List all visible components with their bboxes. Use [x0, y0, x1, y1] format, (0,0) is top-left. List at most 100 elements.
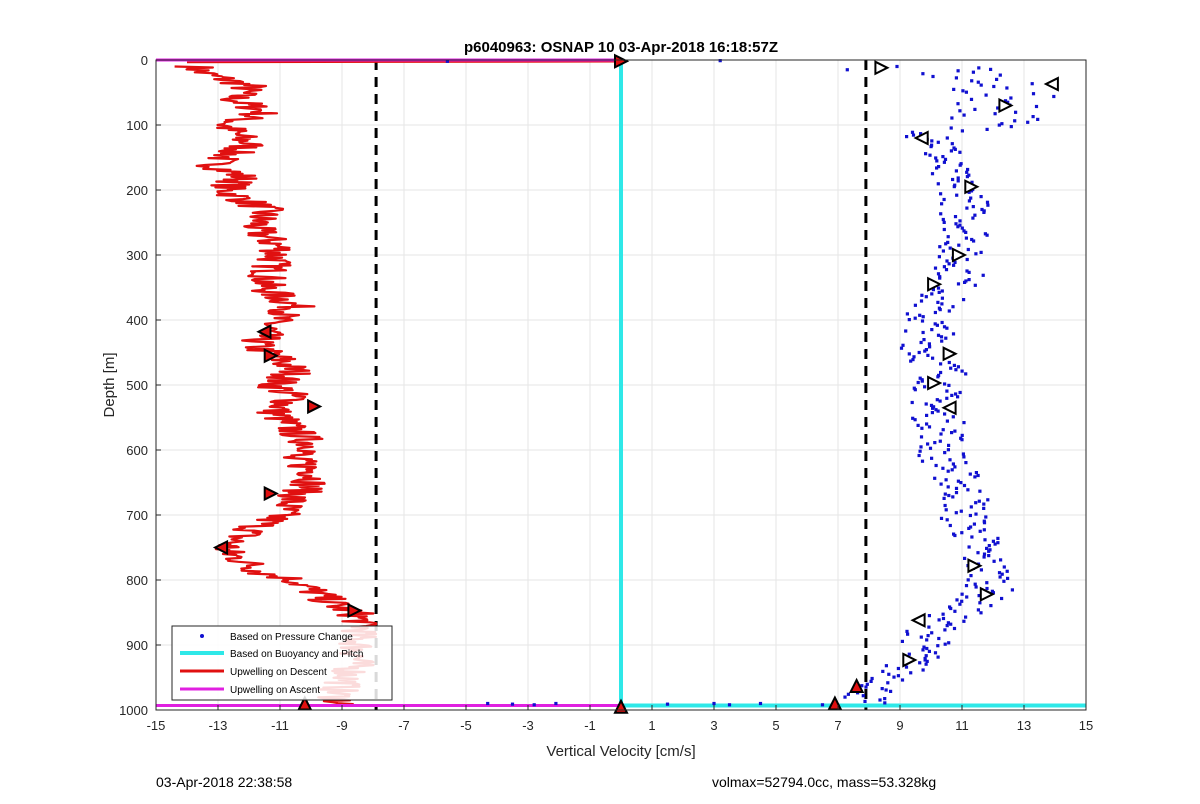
pressure-point	[924, 662, 928, 666]
pressure-point	[985, 200, 990, 204]
pressure-point	[956, 179, 960, 183]
pressure-point	[941, 428, 945, 432]
pressure-point	[944, 336, 948, 340]
pressure-point	[919, 132, 923, 136]
pressure-point	[946, 485, 950, 489]
pressure-point	[943, 382, 947, 386]
descent-marker	[212, 539, 229, 556]
pressure-point	[925, 638, 929, 642]
pressure-point	[911, 416, 915, 420]
pressure-point	[920, 379, 924, 383]
pressure-point	[943, 642, 947, 646]
pressure-marker	[927, 375, 943, 391]
pressure-point	[936, 375, 940, 379]
pressure-point	[947, 360, 951, 365]
pressure-point	[946, 235, 950, 239]
pressure-point	[933, 651, 938, 655]
pressure-point	[930, 292, 934, 296]
pressure-marker	[942, 346, 958, 362]
pressure-point	[940, 296, 944, 300]
pressure-point	[938, 276, 942, 280]
x-tick-label: 9	[896, 718, 903, 733]
pressure-marker	[998, 97, 1014, 114]
pressure-point	[943, 492, 947, 496]
pressure-point	[982, 210, 986, 214]
pressure-point	[950, 468, 954, 472]
pressure-point	[956, 69, 960, 73]
pressure-point	[940, 339, 944, 343]
pressure-point	[820, 703, 825, 707]
pressure-point	[895, 64, 899, 69]
pressure-marker	[902, 652, 918, 668]
pressure-point	[1005, 86, 1009, 90]
pressure-point	[950, 116, 954, 120]
pressure-point	[953, 429, 957, 433]
pressure-point	[973, 582, 977, 586]
pressure-point	[941, 155, 945, 159]
pressure-point	[938, 245, 942, 249]
pressure-point	[554, 701, 558, 706]
pressure-point	[979, 83, 983, 87]
pressure-marker	[941, 400, 957, 416]
pressure-point	[904, 665, 909, 669]
pressure-point	[976, 551, 980, 555]
pressure-point	[947, 309, 951, 313]
pressure-point	[958, 150, 962, 154]
pressure-point	[946, 448, 950, 452]
pressure-point	[922, 338, 926, 342]
pressure-point	[945, 396, 949, 400]
pressure-point	[941, 616, 946, 621]
pressure-point	[930, 456, 934, 460]
pressure-point	[1009, 96, 1013, 100]
pressure-point	[1026, 120, 1030, 124]
pressure-point	[949, 126, 953, 130]
pressure-point	[1034, 104, 1039, 109]
pressure-point	[918, 449, 922, 453]
pressure-point	[951, 415, 955, 419]
pressure-point	[926, 353, 930, 357]
pressure-point	[880, 687, 884, 691]
pressure-point	[899, 346, 904, 350]
pressure-point	[953, 215, 958, 219]
pressure-point	[985, 233, 989, 237]
pressure-point	[961, 89, 965, 93]
pressure-point	[989, 604, 993, 608]
x-tick-label: 15	[1079, 718, 1093, 733]
pressure-point	[956, 225, 960, 229]
pressure-point	[977, 66, 981, 70]
pressure-point	[944, 242, 948, 246]
pressure-point	[945, 624, 949, 628]
pressure-point	[942, 265, 946, 269]
pressure-point	[919, 435, 924, 439]
pressure-point	[896, 674, 900, 678]
pressure-point	[969, 505, 973, 509]
y-tick-label: 500	[126, 378, 148, 393]
pressure-point	[978, 489, 982, 493]
pressure-point	[952, 626, 957, 631]
pressure-point	[940, 202, 944, 206]
pressure-point	[758, 701, 763, 706]
pressure-point	[969, 196, 973, 200]
pressure-point	[968, 472, 972, 476]
pressure-point	[939, 362, 943, 366]
pressure-point	[931, 288, 935, 292]
pressure-point	[925, 659, 929, 663]
pressure-point	[970, 79, 974, 83]
pressure-point	[943, 503, 947, 508]
pressure-point	[665, 702, 670, 706]
pressure-point	[945, 136, 949, 140]
pressure-marker	[910, 612, 926, 628]
pressure-point	[937, 290, 941, 294]
pressure-point	[936, 655, 940, 659]
pressure-point	[952, 87, 956, 91]
pressure-point	[918, 661, 922, 665]
pressure-point	[971, 205, 975, 209]
pressure-point	[924, 654, 928, 658]
pressure-point	[962, 455, 966, 459]
pressure-point	[933, 476, 937, 480]
pressure-point	[960, 433, 964, 437]
pressure-point	[982, 555, 986, 559]
pressure-point	[976, 80, 980, 84]
pressure-marker	[979, 586, 996, 602]
pressure-point	[948, 523, 952, 528]
